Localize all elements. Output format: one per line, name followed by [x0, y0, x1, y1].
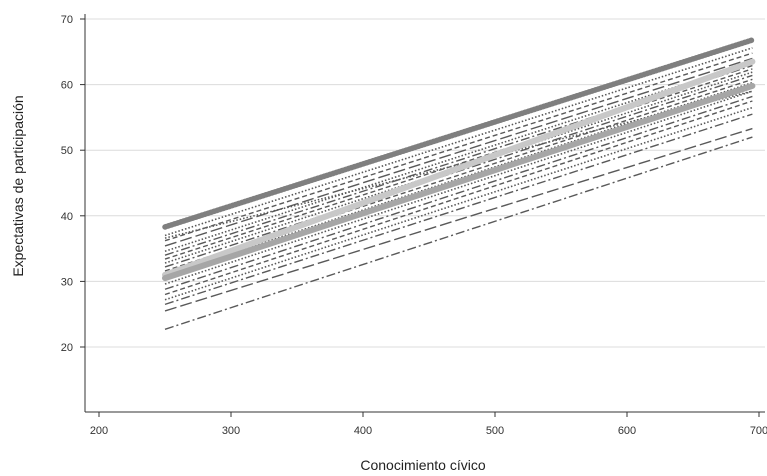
series-line-7	[164, 106, 753, 301]
series-line-20	[164, 52, 753, 242]
x-axis-title: Conocimiento cívico	[360, 457, 485, 473]
series-line-18	[164, 61, 753, 252]
y-tick-label: 50	[61, 145, 73, 157]
series-line-19	[164, 57, 753, 247]
series-line-2	[162, 58, 756, 278]
axis-layer: 20 30 40 50 60 70 200 300 400 500 600 700	[61, 14, 767, 437]
series-line-3	[162, 82, 756, 282]
y-tick-label: 20	[61, 342, 73, 354]
series-line-1	[162, 37, 756, 230]
series-line-4	[164, 136, 753, 330]
x-tick-label: 300	[222, 425, 240, 437]
y-axis-title: Expectativas de participación	[10, 95, 26, 276]
x-tick-label: 400	[354, 425, 372, 437]
series-line-10	[164, 90, 753, 285]
x-tick-label: 500	[486, 425, 504, 437]
y-tick-label: 30	[61, 276, 73, 288]
x-tick-label: 600	[618, 425, 636, 437]
x-tick-label: 700	[750, 425, 767, 437]
series-line-9	[164, 95, 753, 290]
y-tick-label: 70	[61, 14, 73, 26]
series-line-16	[164, 68, 753, 260]
series-line-6	[164, 113, 753, 306]
x-tick-label: 200	[90, 425, 108, 437]
series-line-13	[164, 78, 753, 272]
y-tick-label: 60	[61, 80, 73, 92]
y-tick-label: 40	[61, 211, 73, 223]
series-layer	[162, 37, 756, 330]
series-line-5	[164, 127, 753, 312]
series-line-21	[164, 47, 753, 237]
series-line-8	[164, 100, 753, 296]
series-line-12	[164, 81, 753, 276]
